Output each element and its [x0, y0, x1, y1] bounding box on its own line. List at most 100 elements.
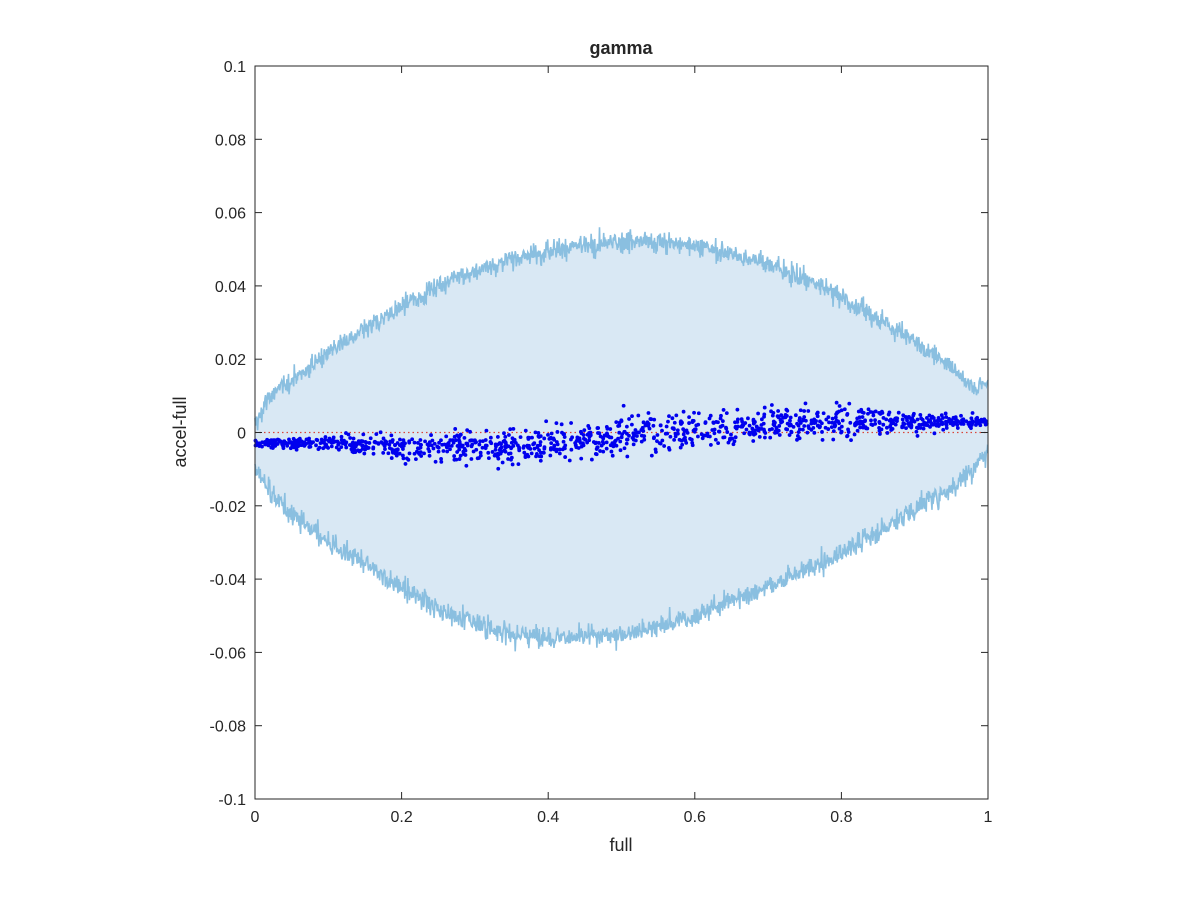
scatter-point	[788, 422, 793, 427]
scatter-point	[511, 426, 516, 431]
scatter-point	[624, 441, 629, 446]
scatter-point	[496, 466, 501, 471]
scatter-point	[398, 437, 402, 442]
scatter-point	[711, 420, 716, 425]
scatter-point	[791, 424, 796, 429]
scatter-point	[579, 456, 584, 461]
scatter-point	[561, 432, 566, 437]
scatter-point	[802, 409, 807, 413]
scatter-point	[506, 457, 510, 461]
scatter-point	[601, 435, 605, 440]
scatter-point	[495, 442, 500, 447]
scatter-point	[788, 418, 792, 423]
scatter-point	[735, 417, 740, 422]
scatter-point	[521, 445, 526, 450]
scatter-point	[930, 422, 935, 427]
scatter-point	[601, 449, 606, 454]
scatter-point	[596, 431, 600, 435]
scatter-point	[462, 446, 467, 451]
scatter-point	[896, 410, 901, 415]
scatter-point	[449, 443, 454, 448]
scatter-point	[429, 443, 434, 448]
scatter-point	[617, 423, 622, 428]
scatter-point	[440, 442, 445, 447]
scatter-point	[357, 449, 362, 454]
scatter-point	[961, 417, 966, 422]
scatter-point	[484, 428, 489, 433]
scatter-point	[557, 451, 562, 456]
scatter-point	[390, 447, 394, 452]
scatter-point	[672, 420, 677, 425]
scatter-point	[667, 446, 671, 450]
scatter-point	[895, 416, 900, 421]
scatter-point	[383, 439, 388, 444]
scatter-point	[889, 421, 894, 426]
scatter-point	[429, 433, 433, 437]
scatter-point	[975, 415, 980, 420]
scatter-point	[458, 432, 463, 437]
scatter-point	[507, 433, 511, 437]
scatter-point	[503, 434, 508, 439]
scatter-point	[857, 415, 862, 420]
scatter-point	[478, 439, 482, 444]
scatter-point	[690, 418, 695, 423]
scatter-point	[390, 438, 395, 442]
scatter-point	[397, 451, 402, 456]
scatter-point	[642, 437, 647, 442]
scatter-point	[742, 431, 747, 436]
scatter-point	[884, 417, 889, 422]
scatter-point	[418, 442, 423, 447]
scatter-point	[362, 447, 367, 452]
scatter-point	[667, 414, 671, 419]
scatter-point	[690, 443, 695, 448]
scatter-point	[477, 442, 482, 447]
scatter-point	[448, 447, 452, 452]
scatter-point	[670, 416, 675, 421]
scatter-point	[759, 417, 764, 422]
scatter-point	[753, 431, 758, 436]
scatter-point	[785, 421, 790, 426]
scatter-point	[555, 442, 560, 447]
scatter-point	[710, 428, 715, 432]
scatter-point	[747, 423, 752, 428]
scatter-point	[860, 410, 864, 414]
scatter-point	[740, 419, 744, 424]
scatter-point	[731, 442, 736, 447]
scatter-point	[307, 445, 312, 449]
scatter-point	[432, 441, 437, 446]
scatter-point	[771, 419, 776, 424]
scatter-point	[619, 435, 624, 440]
scatter-point	[493, 447, 498, 452]
scatter-point	[785, 408, 790, 413]
scatter-point	[567, 458, 572, 463]
scatter-point	[281, 443, 285, 448]
scatter-point	[360, 439, 365, 444]
scatter-point	[688, 436, 692, 441]
scatter-point	[815, 414, 820, 419]
scatter-point	[915, 425, 919, 430]
scatter-point	[351, 436, 356, 441]
scatter-point	[361, 432, 366, 437]
scatter-point	[627, 417, 631, 421]
scatter-point	[776, 414, 781, 419]
scatter-point	[417, 451, 422, 456]
scatter-point	[339, 438, 344, 442]
scatter-point	[629, 422, 634, 427]
x-tick-label: 0.4	[537, 809, 559, 826]
scatter-point	[900, 417, 905, 422]
scatter-point	[537, 448, 541, 453]
scatter-point	[887, 410, 892, 415]
scatter-point	[510, 436, 515, 441]
scatter-point	[696, 434, 700, 439]
scatter-point	[437, 440, 441, 445]
scatter-point	[834, 400, 839, 405]
scatter-point	[818, 419, 822, 424]
scatter-point	[762, 405, 767, 410]
scatter-point	[920, 417, 925, 422]
scatter-point	[943, 411, 948, 416]
scatter-point	[763, 435, 767, 440]
scatter-point	[323, 435, 328, 439]
scatter-point	[740, 423, 745, 427]
scatter-point	[353, 443, 358, 448]
scatter-point	[694, 423, 699, 428]
